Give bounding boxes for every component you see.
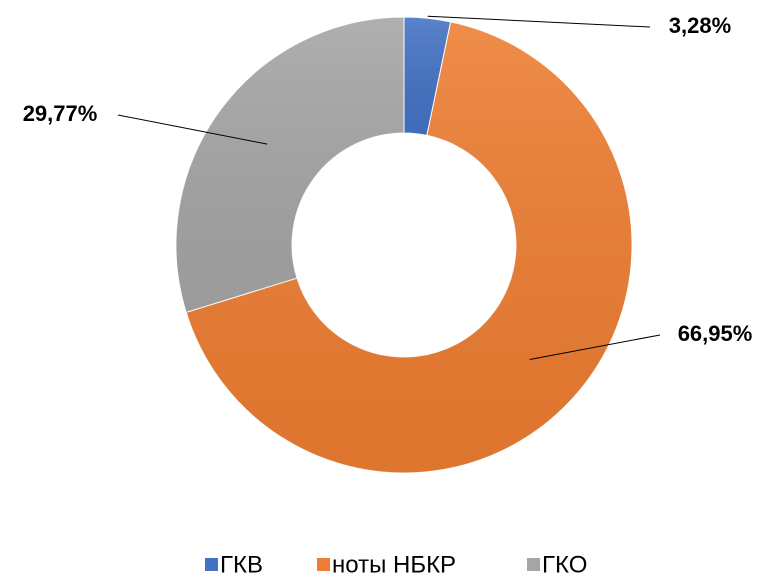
data-label: 3,28% (669, 13, 731, 38)
legend-label: ГКВ (220, 551, 263, 578)
leader-line (427, 15, 651, 28)
leader-line (529, 334, 661, 360)
legend-swatch (527, 558, 540, 571)
data-label: 29,77% (23, 101, 98, 126)
slice-shade (175, 17, 404, 313)
legend-swatch (317, 558, 330, 571)
slice-shade (186, 21, 632, 474)
legend-label: ГКО (542, 551, 587, 578)
data-label: 66,95% (678, 321, 753, 346)
legend-swatch (205, 558, 218, 571)
leader-line (117, 114, 268, 145)
legend-label: ноты НБКР (332, 551, 456, 578)
slice-shade (404, 17, 451, 136)
